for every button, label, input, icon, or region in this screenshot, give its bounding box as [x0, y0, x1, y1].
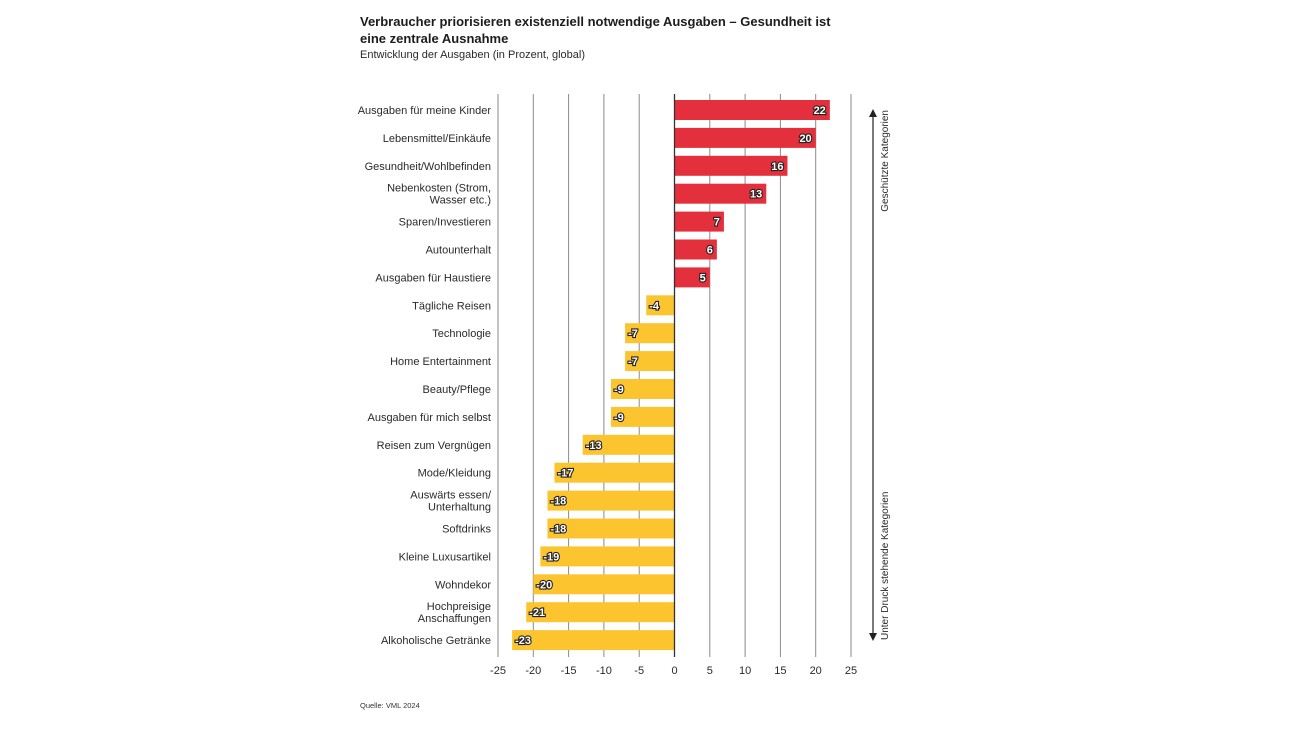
bar — [610, 379, 675, 399]
category-label: Ausgaben für mich selbst — [367, 412, 491, 424]
category-label: Lebensmittel/Einkäufe — [383, 133, 491, 145]
bar — [674, 239, 717, 260]
data-label: -18 — [550, 496, 566, 508]
data-label: -19 — [543, 551, 559, 563]
arrow-up-icon — [869, 109, 877, 117]
data-label: -23 — [515, 635, 531, 647]
data-label: 22 — [814, 105, 826, 117]
category-label: Unterhaltung — [428, 502, 491, 514]
category-label: Anschaffungen — [418, 613, 491, 625]
category-label: Ausgaben für Haustiere — [375, 272, 491, 284]
category-label: Home Entertainment — [390, 356, 491, 368]
category-label: Wasser etc.) — [430, 195, 491, 207]
category-label: Reisen zum Vergnügen — [377, 440, 491, 452]
category-label: Tägliche Reisen — [412, 300, 491, 312]
data-label: 16 — [771, 161, 783, 173]
protected-categories-label: Geschützte Kategorien — [880, 110, 891, 212]
bar — [674, 267, 710, 288]
category-label: Kleine Luxusartikel — [399, 551, 491, 563]
bar — [625, 323, 675, 344]
x-tick-label: -15 — [561, 665, 577, 677]
category-label: Alkoholische Getränke — [381, 635, 491, 647]
bar — [547, 490, 675, 511]
category-label: Gesundheit/Wohlbefinden — [365, 161, 491, 173]
data-label: -7 — [628, 328, 638, 340]
x-tick-label: 5 — [707, 665, 713, 677]
data-label: 5 — [700, 272, 706, 284]
category-label: Nebenkosten (Strom, — [387, 183, 491, 195]
data-label: -18 — [550, 524, 566, 536]
bar — [674, 183, 767, 204]
source-note: Quelle: VML 2024 — [360, 701, 420, 710]
data-label: 7 — [714, 217, 720, 229]
x-tick-label: 15 — [774, 665, 786, 677]
data-label: -13 — [586, 440, 602, 452]
bar — [582, 434, 675, 455]
data-label: -20 — [536, 579, 552, 591]
data-label: 20 — [799, 133, 811, 145]
x-tick-label: 20 — [810, 665, 822, 677]
x-tick-label: -5 — [634, 665, 644, 677]
data-label: -9 — [614, 412, 624, 424]
category-label: Ausgaben für meine Kinder — [358, 105, 492, 117]
category-label: Hochpreisige — [427, 601, 491, 613]
bar — [646, 295, 675, 316]
data-label: 6 — [707, 245, 713, 257]
data-label: -21 — [529, 607, 545, 619]
data-label: -7 — [628, 356, 638, 368]
bar — [526, 602, 675, 623]
bars: 22 20 16 13 7 6 5 -4 -7 -7 -9 -9 -13 -17 -18 -18 -19 -20 -… — [512, 100, 830, 651]
bar — [547, 518, 675, 539]
x-tick-label: -10 — [596, 665, 612, 677]
category-label: Auswärts essen/ — [410, 490, 492, 502]
x-tick-label: -20 — [525, 665, 541, 677]
bar — [674, 211, 724, 232]
x-tick-label: 10 — [739, 665, 751, 677]
bar — [610, 406, 675, 427]
data-label: 13 — [750, 189, 762, 201]
bar — [554, 462, 675, 483]
data-label: -17 — [557, 468, 573, 480]
bar — [674, 100, 830, 120]
bar — [674, 127, 816, 148]
category-label: Softdrinks — [442, 524, 491, 536]
category-label: Autounterhalt — [426, 245, 491, 257]
data-label: -9 — [614, 384, 624, 396]
x-tick-label: -25 — [490, 665, 506, 677]
chart-title: Verbraucher priorisieren existenziell no… — [360, 14, 831, 46]
x-tick-label: 25 — [845, 665, 857, 677]
side-annotation: Geschützte Kategorien Unter Druck stehend… — [869, 109, 891, 641]
bar — [674, 155, 788, 176]
category-label: Technologie — [432, 328, 491, 340]
data-label: -4 — [649, 300, 660, 312]
pressured-categories-label: Unter Druck stehende Kategorien — [880, 492, 891, 640]
x-tick-label: 0 — [671, 665, 677, 677]
category-label: Wohndekor — [435, 579, 491, 591]
category-label: Sparen/Investieren — [399, 217, 491, 229]
category-labels: Ausgaben für meine Kinder Lebensmittel/Ei… — [358, 105, 492, 647]
chart-subtitle: Entwicklung der Ausgaben (in Prozent, gl… — [360, 49, 586, 61]
bar — [625, 351, 675, 372]
bar — [540, 546, 675, 567]
category-label: Beauty/Pflege — [423, 384, 492, 396]
bar — [512, 630, 675, 651]
category-label: Mode/Kleidung — [418, 468, 491, 480]
bar — [533, 574, 675, 595]
arrow-down-icon — [869, 633, 877, 641]
x-tick-labels: -25 -20 -15 -10 -5 0 5 10 15 20 25 — [490, 665, 857, 677]
